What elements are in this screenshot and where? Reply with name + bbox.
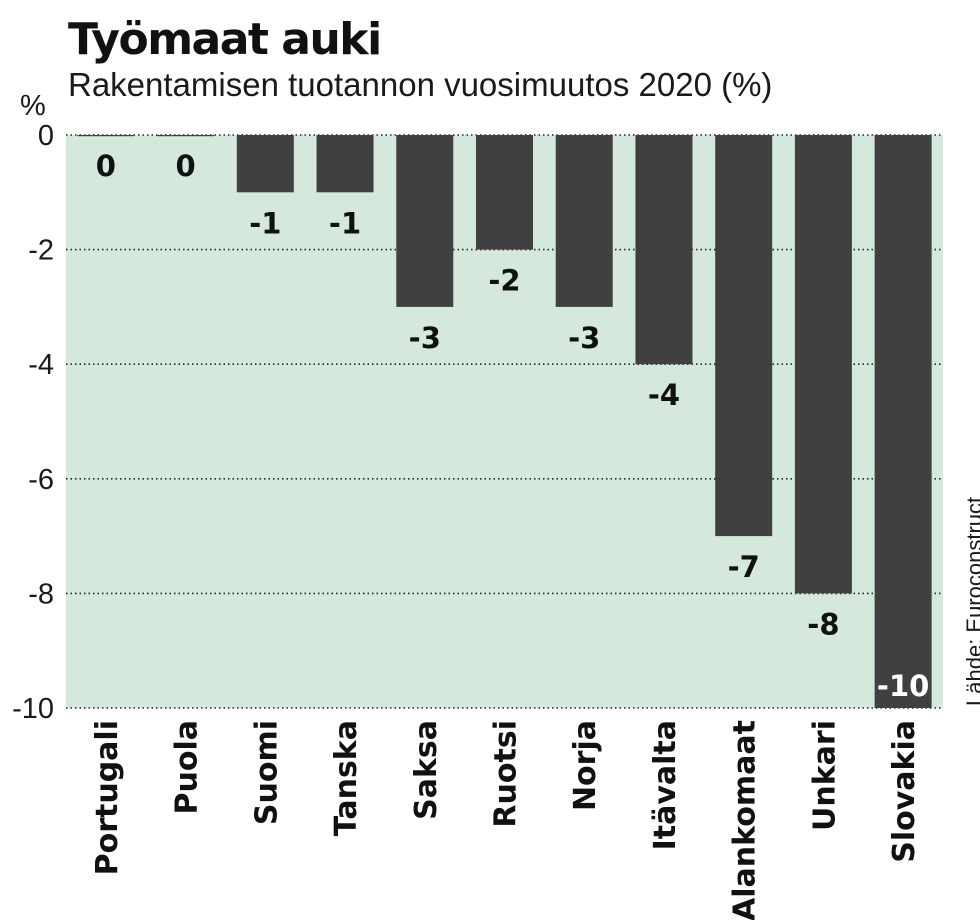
x-tick-label: Tanska [329, 720, 364, 836]
data-label: -3 [568, 321, 600, 355]
bar [157, 135, 215, 137]
x-tick-label: Puola [170, 720, 205, 814]
x-tick-label: Alankomaat [728, 720, 763, 920]
bar [396, 135, 454, 307]
x-tick-label: Norja [568, 720, 603, 811]
chart-title: Työmaat auki [68, 14, 382, 65]
bar [555, 135, 613, 307]
bar [874, 135, 932, 708]
bar [476, 135, 533, 250]
data-label: -8 [807, 607, 839, 641]
y-tick-label: -4 [28, 349, 54, 381]
x-tick-label: Slovakia [887, 720, 922, 863]
x-tick-label: Saksa [409, 720, 444, 820]
x-tick-label: Suomi [249, 720, 284, 825]
bar [316, 135, 374, 193]
x-tick-label: Ruotsi [489, 720, 524, 828]
data-label: -7 [728, 550, 760, 584]
bar [715, 135, 773, 537]
y-tick-label: -2 [28, 235, 54, 267]
bar [77, 135, 135, 137]
bar [635, 135, 693, 365]
data-label: 0 [96, 149, 116, 183]
x-tick-label: Portugali [90, 720, 125, 875]
y-axis-unit: % [20, 90, 46, 122]
y-tick-label: -10 [12, 693, 54, 725]
data-label: -2 [488, 264, 520, 298]
y-tick-label: -6 [28, 464, 54, 496]
y-tick-label: -8 [28, 578, 54, 610]
data-label: -1 [329, 206, 361, 240]
y-tick-label: 0 [38, 120, 54, 152]
data-label: -1 [249, 206, 281, 240]
bar [236, 135, 294, 193]
x-tick-label: Unkari [807, 720, 842, 831]
y-axis: 0 -2 -4 -6 -8 -10 [12, 120, 54, 725]
value-labels: 0 0 -1 -1 -3 -2 -3 -4 -7 -8 -10 [96, 149, 930, 703]
x-tick-label: Itävalta [648, 720, 683, 850]
data-label: -4 [648, 378, 680, 412]
chart-subtitle: Rakentamisen tuotannon vuosimuutos 2020 … [68, 66, 773, 103]
bars [77, 135, 932, 708]
data-label: -3 [409, 321, 441, 355]
bar [794, 135, 852, 594]
data-label: -10 [877, 669, 929, 703]
x-axis: Portugali Puola Suomi Tanska Saksa Ruotsi Norj… [90, 720, 922, 920]
data-label: 0 [175, 149, 195, 183]
